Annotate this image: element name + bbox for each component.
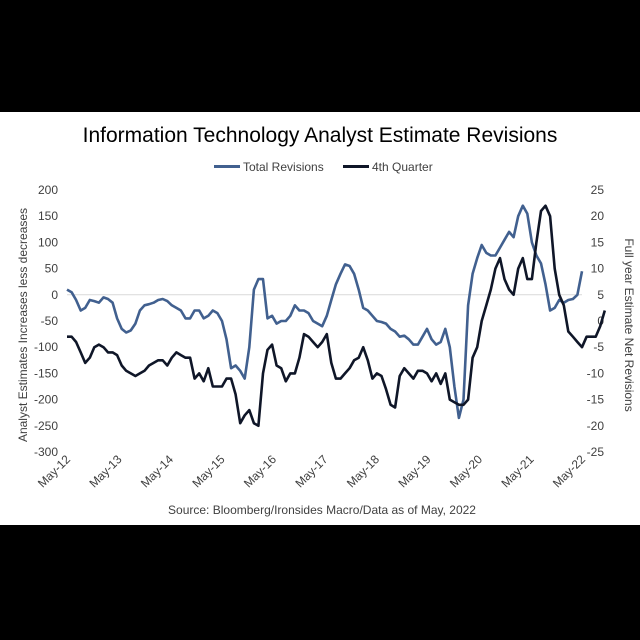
- right-tick-label: 20: [591, 209, 605, 223]
- left-tick-label: -250: [34, 419, 58, 433]
- x-axis-ticks: May-12 May-13 May-14 May-15 May-16 May-17 May-…: [35, 452, 588, 490]
- x-tick-label: May-19: [395, 452, 433, 490]
- left-tick-label: -300: [34, 445, 58, 459]
- right-tick-label: -5: [593, 340, 604, 354]
- series-line-total-revisions: [66, 204, 584, 420]
- x-tick-label: May-21: [498, 452, 536, 490]
- series-lines: [66, 204, 607, 428]
- right-tick-label: 5: [597, 288, 604, 302]
- chart-svg: Information Technology Analyst Estimate …: [16, 124, 636, 517]
- left-axis-ticks: 200 150 100 50 0 -50 -100 -150 -200 -250 -300: [34, 183, 58, 459]
- right-tick-label: -10: [587, 366, 605, 380]
- right-tick-label: -20: [587, 419, 605, 433]
- chart-panel: Information Technology Analyst Estimate …: [0, 112, 640, 525]
- x-tick-label: May-13: [86, 452, 124, 490]
- left-tick-label: 150: [38, 209, 58, 223]
- x-tick-label: May-17: [292, 452, 330, 490]
- left-tick-label: 200: [38, 183, 58, 197]
- left-tick-label: -100: [34, 340, 58, 354]
- right-tick-label: 15: [591, 235, 605, 249]
- legend: Total Revisions 4th Quarter: [214, 160, 433, 174]
- left-axis-label: Analyst Estimates Increases less decreas…: [16, 208, 30, 442]
- x-tick-label: May-14: [138, 452, 176, 490]
- x-tick-label: May-15: [189, 452, 227, 490]
- x-tick-label: May-16: [241, 452, 279, 490]
- right-axis-label: Full year Estimate Net Revisions: [622, 238, 636, 411]
- x-tick-label: May-18: [344, 452, 382, 490]
- x-tick-label: May-22: [550, 452, 588, 490]
- left-tick-label: -200: [34, 393, 58, 407]
- legend-label-4th-quarter: 4th Quarter: [372, 160, 433, 174]
- right-tick-label: -25: [587, 445, 605, 459]
- left-tick-label: -50: [41, 314, 59, 328]
- right-tick-label: -15: [587, 393, 605, 407]
- chart-title: Information Technology Analyst Estimate …: [83, 124, 558, 147]
- legend-label-total-revisions: Total Revisions: [243, 160, 324, 174]
- source-note: Source: Bloomberg/Ironsides Macro/Data a…: [168, 503, 476, 517]
- left-tick-label: 50: [45, 262, 59, 276]
- right-tick-label: 10: [591, 262, 605, 276]
- left-tick-label: 0: [51, 288, 58, 302]
- left-tick-label: 100: [38, 235, 58, 249]
- right-tick-label: 25: [591, 183, 605, 197]
- x-tick-label: May-20: [447, 452, 485, 490]
- left-tick-label: -150: [34, 366, 58, 380]
- series-line-4th-quarter: [67, 204, 607, 428]
